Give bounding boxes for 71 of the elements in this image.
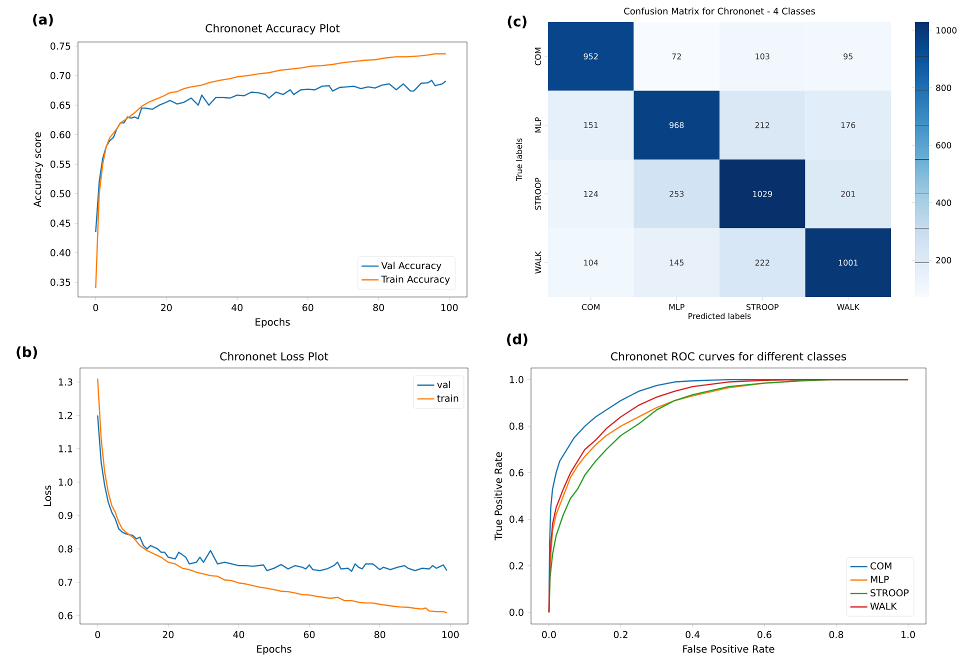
x-tick-label: 0.4 bbox=[686, 631, 700, 638]
y-tick-label: 1.2 bbox=[58, 412, 72, 419]
legend-label: val bbox=[437, 380, 450, 388]
y-tick-label: 0.9 bbox=[58, 512, 72, 520]
x-tick-label: 100 bbox=[442, 631, 459, 638]
x-tick-label: 0 bbox=[95, 631, 100, 638]
line-series bbox=[96, 414, 448, 572]
y-tick-label: 0.8 bbox=[58, 545, 72, 552]
text: (c) bbox=[508, 16, 526, 28]
chart-title: Chrononet Loss Plot bbox=[220, 352, 328, 360]
y-tick-label: 0.45 bbox=[50, 220, 70, 227]
x-tick-label: 20 bbox=[161, 304, 172, 312]
y-tick-label: 1.1 bbox=[58, 445, 72, 452]
y-tick-label: 0.6 bbox=[58, 612, 72, 620]
y-tick-label: 1.0 bbox=[58, 478, 72, 486]
x-tick-label: 1.0 bbox=[902, 631, 915, 638]
legend-label: WALK bbox=[870, 602, 897, 610]
y-tick-label: 0.6 bbox=[510, 469, 524, 476]
y-tick-label: 0.75 bbox=[50, 42, 70, 50]
color-bar-label: 800 bbox=[936, 84, 952, 91]
color-bar-label: 1000 bbox=[936, 27, 957, 34]
x-tick-label: 60 bbox=[304, 631, 315, 638]
x-tick-label: 60 bbox=[302, 304, 314, 312]
x-axis-title: False Positive Rate bbox=[683, 645, 774, 653]
line-series bbox=[548, 378, 909, 614]
y-tick-label: 0.0 bbox=[510, 608, 524, 616]
legend-label: Train Accuracy bbox=[381, 275, 450, 285]
text: (d) bbox=[507, 334, 528, 346]
chart-title: Confusion Matrix for Chrononet - 4 Classes bbox=[624, 8, 815, 15]
chart-title: Chrononet Accuracy Plot bbox=[206, 24, 340, 34]
x-tick-label: 100 bbox=[441, 304, 458, 312]
y-tick-label: 0.50 bbox=[50, 190, 70, 198]
y-axis-title: True Positive Rate bbox=[494, 452, 502, 540]
color-bar-label: 200 bbox=[936, 257, 952, 264]
legend-label: Val Accuracy bbox=[381, 262, 442, 271]
legend-label: STROOP bbox=[870, 589, 909, 596]
y-tick-label: 1.0 bbox=[510, 376, 524, 384]
y-axis-title: Loss bbox=[44, 486, 52, 506]
text: (b) bbox=[16, 346, 38, 359]
x-tick-label: 40 bbox=[232, 304, 243, 312]
y-tick-label: 0.4 bbox=[510, 516, 524, 523]
x-axis-title: Epochs bbox=[256, 318, 290, 328]
chart-title: Chrononet ROC curves for different classes bbox=[611, 352, 846, 360]
x-tick-label: 80 bbox=[374, 631, 386, 638]
x-tick-label: 40 bbox=[233, 631, 244, 638]
legend-label: MLP bbox=[870, 576, 889, 583]
y-tick-label: 0.65 bbox=[50, 102, 70, 109]
x-tick-label: 0.6 bbox=[758, 631, 772, 638]
y-tick-label: 0.7 bbox=[58, 578, 72, 586]
color-bar-label: 600 bbox=[936, 142, 952, 148]
y-axis-title: Accuracy score bbox=[34, 132, 44, 208]
color-bar-label: 400 bbox=[936, 200, 952, 206]
x-tick-label: 0.2 bbox=[614, 631, 628, 638]
y-tick-label: 0.8 bbox=[510, 422, 524, 430]
legend-label: COM bbox=[870, 562, 892, 570]
y-tick-label: 0.70 bbox=[50, 72, 70, 80]
line-series bbox=[95, 80, 446, 233]
y-tick-label: 0.60 bbox=[50, 131, 70, 138]
y-tick-label: 0.2 bbox=[510, 562, 524, 570]
x-tick-label: 0.0 bbox=[542, 631, 556, 638]
legend-label: train bbox=[437, 394, 458, 402]
x-tick-label: 0.8 bbox=[829, 631, 844, 638]
y-tick-label: 0.40 bbox=[50, 249, 70, 256]
y-tick-label: 0.35 bbox=[50, 278, 70, 286]
y-tick-label: 1.3 bbox=[58, 378, 72, 386]
x-tick-label: 20 bbox=[162, 631, 174, 638]
text: (a) bbox=[33, 14, 53, 26]
x-tick-label: 80 bbox=[373, 304, 384, 312]
x-tick-label: 0 bbox=[93, 304, 98, 312]
x-axis-title: Epochs bbox=[257, 645, 292, 655]
y-tick-label: 0.55 bbox=[50, 160, 70, 168]
